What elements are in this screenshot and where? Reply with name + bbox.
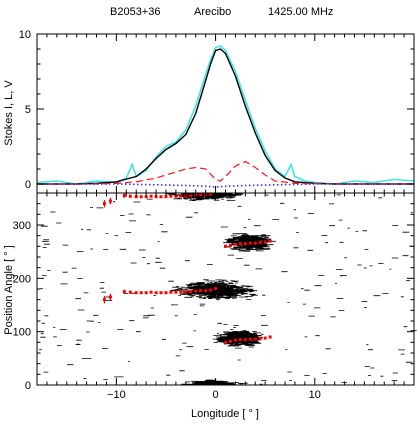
pa-point xyxy=(122,194,126,198)
pa-point xyxy=(228,243,232,247)
pa-point xyxy=(139,291,143,295)
pa-point xyxy=(169,290,173,294)
pa-point xyxy=(179,290,183,294)
pa-point xyxy=(199,193,203,197)
pa-point xyxy=(128,290,132,294)
pa-y-tick-label: 100 xyxy=(13,327,31,339)
pa-point xyxy=(144,195,148,199)
x-tick-label: 0 xyxy=(213,389,219,401)
pa-point xyxy=(134,291,138,295)
pa-point xyxy=(169,194,173,198)
pa-point xyxy=(154,291,158,295)
x-axis-label: Longitude [ ° ] xyxy=(191,408,259,420)
pa-point xyxy=(179,194,183,198)
pa-density-layer xyxy=(39,192,417,386)
stokes-y-tick-label: 5 xyxy=(25,104,31,116)
pa-point xyxy=(149,290,153,294)
pa-point xyxy=(258,337,262,341)
pa-point xyxy=(258,241,262,245)
pa-point xyxy=(154,195,158,199)
stokes-y-tick-label: 0 xyxy=(25,179,31,191)
pa-point xyxy=(194,289,198,293)
pa-y-tick-label: 200 xyxy=(13,273,31,285)
stokes-series-line-1 xyxy=(37,48,414,185)
pa-y-tick-label: 0 xyxy=(25,380,31,392)
pa-point xyxy=(248,337,252,341)
pa-point xyxy=(214,286,218,290)
header-pulsar-name: B2053+36 xyxy=(110,6,160,18)
pa-point xyxy=(102,298,106,302)
header-frequency: 1425.00 MHz xyxy=(268,6,333,18)
pa-point xyxy=(209,288,213,292)
stokes-series-line-0 xyxy=(36,45,415,185)
pa-point xyxy=(209,192,213,196)
pa-point xyxy=(243,242,247,246)
pa-point xyxy=(233,242,237,246)
stokes-y-axis-label: Stokes I, L, V xyxy=(3,80,15,146)
stokes-y-tick-label: 10 xyxy=(19,29,31,41)
pa-point xyxy=(144,291,148,295)
pa-point xyxy=(164,195,168,199)
pa-point xyxy=(233,338,237,342)
pa-point xyxy=(224,340,227,344)
pa-point xyxy=(268,239,272,243)
pa-point xyxy=(248,241,252,245)
pa-point xyxy=(263,240,267,244)
stokes-series-line-3 xyxy=(37,183,414,188)
x-tick-label: −10 xyxy=(107,389,126,401)
pa-point xyxy=(159,291,163,295)
stokes-panel-frame xyxy=(36,33,415,194)
pa-point xyxy=(189,194,193,198)
pa-density-strokes xyxy=(39,192,417,386)
pa-point xyxy=(253,337,257,341)
pa-point xyxy=(122,290,126,294)
pa-point xyxy=(102,202,106,206)
pa-point xyxy=(108,295,112,299)
pa-point xyxy=(238,242,242,246)
pa-point xyxy=(128,194,132,198)
pa-point xyxy=(174,290,178,294)
pa-point xyxy=(228,339,232,343)
pa-points-layer xyxy=(102,192,272,344)
pa-point xyxy=(253,241,257,245)
stokes-series-line-2 xyxy=(37,160,414,185)
stokes-lines-layer xyxy=(36,45,415,188)
pa-point xyxy=(204,289,208,293)
pa-point xyxy=(184,290,188,294)
pa-point xyxy=(243,338,247,342)
pa-point xyxy=(139,195,143,199)
pa-y-tick-label: 300 xyxy=(13,220,31,232)
pa-y-axis-label: Position Angle [ ° ] xyxy=(3,245,15,334)
stokes-panel: 0 5 10 Stokes I, L, V xyxy=(3,29,415,194)
pa-point xyxy=(268,335,272,339)
pa-point xyxy=(224,244,227,248)
x-tick-label: 10 xyxy=(309,389,321,401)
pa-point xyxy=(263,336,267,340)
pa-point xyxy=(238,338,242,342)
header-telescope: Arecibo xyxy=(194,6,231,18)
pa-point xyxy=(159,195,163,199)
pa-point xyxy=(149,194,153,198)
pa-point xyxy=(199,289,203,293)
pa-point xyxy=(164,291,168,295)
pa-point xyxy=(134,195,138,199)
pa-point xyxy=(108,199,112,203)
stokes-ticks-layer: 0 5 10 xyxy=(19,29,415,193)
pa-point xyxy=(189,290,193,294)
